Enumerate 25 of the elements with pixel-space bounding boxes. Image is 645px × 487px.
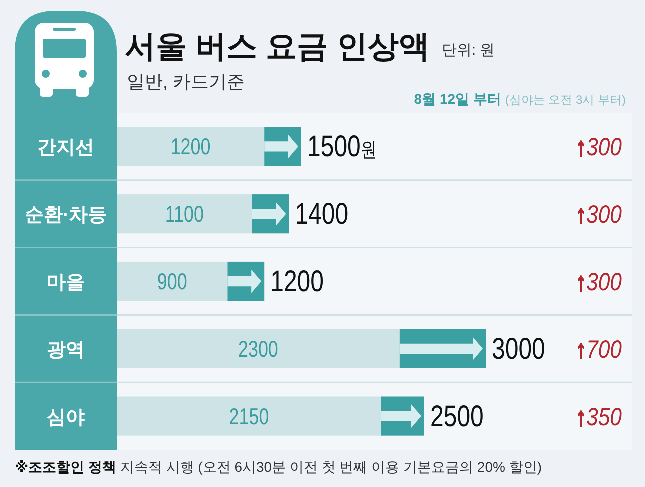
title: 서울 버스 요금 인상액 bbox=[125, 29, 430, 64]
value-label: ↑300 bbox=[576, 134, 628, 162]
value-label: ↑700 bbox=[576, 336, 628, 364]
total-label: 1200 bbox=[270, 266, 338, 298]
value-label: ↑300 bbox=[576, 201, 628, 230]
value-label: 2150 bbox=[229, 403, 280, 430]
annotation: 8월 12일 부터 (심야는 오전 3시 부터) bbox=[414, 91, 626, 107]
value-label: ↑350 bbox=[576, 403, 628, 432]
total-label: 1500원 bbox=[308, 130, 381, 164]
annotation: ※조조할인 정책 지속적 시행 (오전 6시30분 이전 첫 번째 이용 기본요금의 20% 할인) bbox=[15, 459, 542, 475]
annotation: 단위: 원 bbox=[442, 42, 496, 59]
total-label: 2500 bbox=[430, 400, 498, 434]
value-label: ↑300 bbox=[576, 268, 628, 296]
category-label: 순환·차등 bbox=[24, 205, 108, 226]
category-label: 간지선 bbox=[38, 138, 94, 159]
value-label: 1200 bbox=[170, 134, 222, 160]
value-label: 2300 bbox=[238, 336, 290, 362]
value-label: 1100 bbox=[165, 201, 215, 228]
category-label: 심야 bbox=[47, 407, 85, 428]
value-label: 900 bbox=[157, 268, 196, 294]
category-label: 마을 bbox=[47, 272, 85, 294]
total-label: 3000 bbox=[492, 332, 559, 366]
total-label: 1400 bbox=[295, 198, 362, 232]
category-label: 광역 bbox=[47, 340, 85, 361]
subtitle: 일반, 카드기준 bbox=[127, 72, 246, 92]
